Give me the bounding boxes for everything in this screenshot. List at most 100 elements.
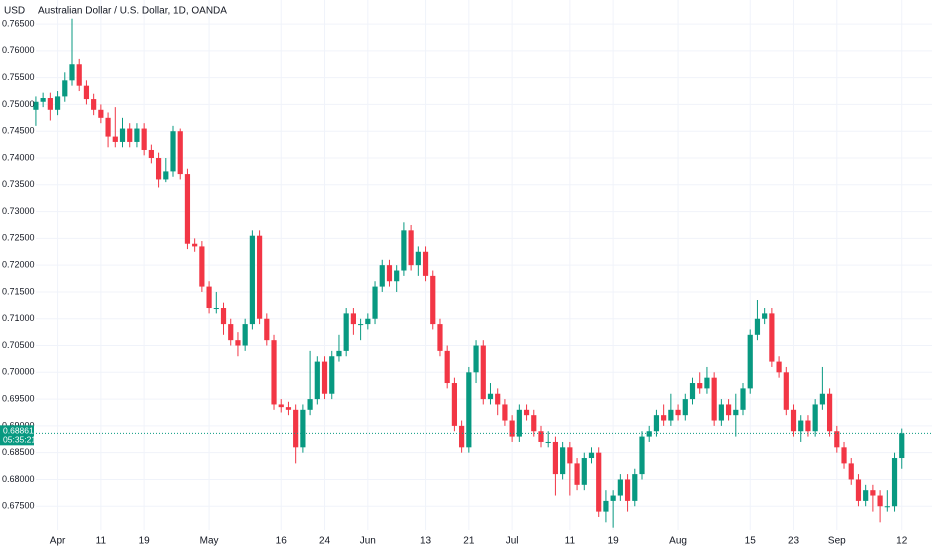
x-tick-label: 24 [319, 536, 331, 547]
candle-body [314, 361, 320, 400]
candle-body [509, 420, 515, 437]
candle-body [336, 350, 342, 357]
candle-body [834, 431, 840, 448]
y-tick-label: 0.71000 [2, 313, 35, 323]
candle-body [639, 436, 645, 475]
candle-body [545, 441, 551, 443]
candle-body [675, 409, 681, 416]
candle-body [495, 393, 501, 405]
chart-title: Australian Dollar / U.S. Dollar, 1D, OAN… [38, 6, 227, 17]
y-tick-label: 0.76500 [2, 18, 35, 28]
candle-body [653, 415, 660, 432]
candle-body [740, 388, 746, 410]
candle-body [91, 99, 97, 110]
y-tick-label: 0.67500 [2, 501, 35, 511]
candle-body [567, 447, 573, 464]
candle-body [372, 286, 378, 319]
candle-body [581, 458, 587, 485]
x-tick-label: 12 [896, 536, 908, 547]
candle-body [76, 64, 82, 86]
candle-body [134, 128, 140, 142]
y-tick-label: 0.75500 [2, 72, 35, 82]
candle-body [552, 441, 559, 475]
x-tick-label: 19 [608, 536, 620, 547]
x-tick-label: Jun [360, 536, 376, 547]
candle-body [863, 490, 869, 501]
x-tick-label: Aug [669, 536, 687, 547]
x-tick-label: 11 [565, 536, 576, 547]
x-tick-label: Jul [506, 536, 519, 547]
x-tick-label: 16 [276, 536, 288, 547]
candle-body [422, 251, 429, 276]
candle-body [47, 98, 53, 110]
candle-body [668, 409, 674, 421]
candle-body [538, 431, 544, 442]
candle-body [350, 313, 356, 325]
candle-body [155, 158, 162, 180]
y-tick-label: 0.73000 [2, 206, 35, 216]
y-tick-label: 0.73500 [2, 179, 35, 189]
candle-body [574, 463, 580, 485]
candle-body [459, 425, 465, 448]
candle-body [776, 361, 782, 373]
candle-body [617, 479, 623, 496]
x-tick-label: 11 [96, 536, 107, 547]
x-tick-label: 19 [139, 536, 151, 547]
candle-body [884, 506, 890, 508]
candle-body [278, 404, 284, 408]
candle-body [321, 361, 328, 394]
y-tick-label: 0.70000 [2, 367, 35, 377]
y-tick-label: 0.71500 [2, 286, 35, 296]
candles [33, 18, 932, 528]
candle-body [300, 409, 306, 448]
y-tick-label: 0.69500 [2, 393, 35, 403]
x-tick-label: Apr [50, 536, 66, 547]
candle-body [877, 495, 883, 507]
candle-body [855, 479, 862, 501]
y-tick-label: 0.72500 [2, 233, 35, 243]
candle-body [199, 246, 205, 287]
candle-body [682, 399, 688, 416]
candle-body [401, 230, 407, 271]
candle-body [747, 334, 753, 389]
y-tick-label: 0.72000 [2, 260, 35, 270]
last-price-box [0, 425, 34, 446]
y-tick-label: 0.74500 [2, 126, 35, 136]
candle-body [408, 230, 414, 266]
candle-body [790, 409, 797, 432]
candle-body [83, 85, 90, 100]
candle-body [733, 409, 739, 416]
candle-body [242, 324, 248, 346]
candle-body [148, 149, 154, 159]
candle-body [343, 313, 349, 351]
x-tick-label: 23 [788, 536, 800, 547]
candle-body [127, 128, 133, 142]
y-tick-label: 0.69000 [2, 420, 35, 430]
candle-body [841, 447, 847, 464]
countdown-label: 05:35:21 [3, 435, 36, 445]
candle-body [596, 452, 602, 512]
candle-body [177, 131, 183, 175]
candle-body [754, 318, 761, 335]
candle-body [725, 404, 732, 416]
candle-body [249, 235, 255, 325]
candle-body [523, 409, 530, 416]
candle-body [62, 80, 68, 97]
candle-body [812, 404, 818, 432]
candle-body [69, 64, 75, 81]
candle-body [624, 479, 631, 501]
candle-body [451, 383, 458, 426]
candle-body [98, 109, 104, 118]
candle-body [256, 235, 263, 319]
candle-body [798, 420, 804, 432]
candle-body [271, 340, 277, 405]
candle-body [711, 377, 717, 421]
y-tick-label: 0.68500 [2, 447, 35, 457]
y-tick-label: 0.76000 [2, 45, 35, 55]
x-tick-label: Sep [828, 536, 846, 547]
candle-body [466, 372, 472, 448]
candle-body [661, 415, 667, 421]
candle-body [588, 452, 595, 459]
